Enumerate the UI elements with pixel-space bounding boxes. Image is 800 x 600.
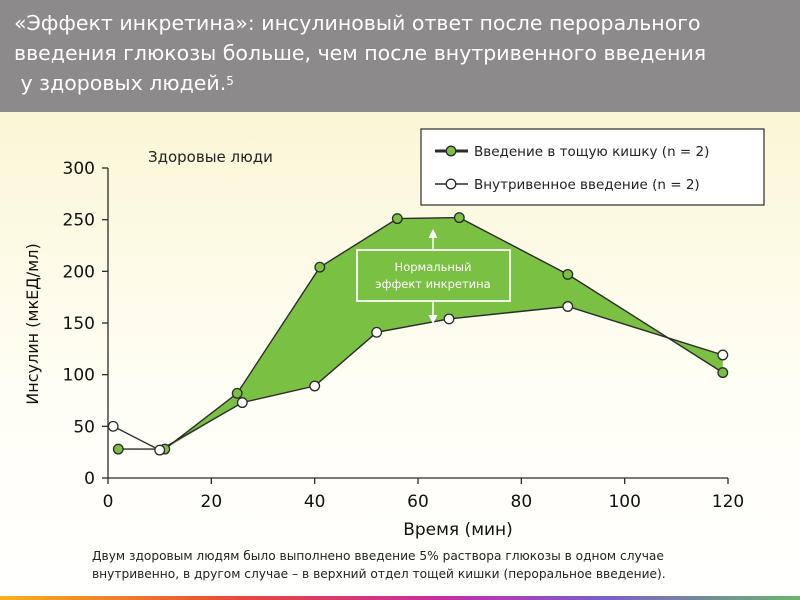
- data-point-iv: [443, 313, 455, 325]
- data-point-oral: [231, 387, 243, 399]
- y-tick-label: 300: [63, 159, 95, 179]
- title-line-3-text: у здоровых людей.: [14, 71, 227, 95]
- page-title: «Эффект инкретина»: инсулиновый ответ по…: [14, 8, 794, 98]
- data-point-iv: [107, 420, 119, 432]
- annotation-arrow-down-icon: [428, 315, 438, 324]
- data-point-iv: [309, 380, 321, 392]
- data-point-oral: [391, 213, 403, 225]
- data-point-oral: [562, 268, 574, 280]
- incretin-annotation: Нормальный эффект инкретина: [356, 229, 511, 324]
- x-tick-label: 80: [511, 492, 533, 512]
- data-point-iv: [562, 301, 574, 312]
- annotation-box: [356, 249, 511, 302]
- legend-marker-oral: [445, 145, 457, 157]
- series-line-iv: [112, 305, 724, 451]
- footnote-line-2: внутривенно, в другом случае – в верхний…: [92, 567, 666, 581]
- data-point-iv: [371, 326, 383, 338]
- y-tick-label: 50: [73, 417, 95, 437]
- legend-label-oral: Введение в тощую кишку (n = 2): [474, 144, 709, 160]
- legend-marker-iv: [445, 178, 457, 190]
- data-point-iv: [717, 349, 729, 361]
- y-tick-label: 200: [63, 262, 95, 282]
- title-line-2: введения глюкозы больше, чем после внутр…: [14, 41, 707, 65]
- annotation-line-2: эффект инкретина: [375, 277, 490, 291]
- footnote-line-1: Двум здоровым людям было выполнено введе…: [92, 549, 664, 563]
- footnote: Двум здоровым людям было выполнено введе…: [92, 547, 792, 583]
- x-tick-label: 40: [304, 492, 326, 512]
- x-tick-label: 0: [103, 492, 114, 512]
- y-tick-label: 250: [63, 211, 95, 231]
- chart-series: [107, 212, 729, 456]
- y-tick-label: 100: [63, 366, 95, 386]
- title-banner: «Эффект инкретина»: инсулиновый ответ по…: [0, 0, 800, 112]
- x-tick-label: 120: [712, 492, 744, 512]
- title-line-3: у здоровых людей.5: [14, 68, 794, 98]
- data-point-oral: [112, 443, 124, 455]
- data-point-oral: [453, 212, 465, 224]
- x-tick-label: 100: [608, 492, 640, 512]
- y-axis-label: Инсулин (мкЕД/мл): [23, 243, 42, 404]
- decorative-stripe: [0, 596, 800, 600]
- chart-subtitle: Здоровые люди: [148, 148, 273, 166]
- legend: Введение в тощую кишку (n = 2) Внутривен…: [420, 128, 765, 206]
- x-axis-label: Время (мин): [403, 520, 513, 540]
- legend-box: [420, 128, 765, 206]
- annotation-arrow-up-icon: [428, 229, 438, 238]
- y-tick-label: 0: [84, 469, 95, 489]
- y-tick-label: 150: [63, 314, 95, 334]
- data-point-oral: [717, 367, 729, 379]
- chart-axes: 0 50 100 150 200 250 300 0 20 40 60 80 100 120: [63, 159, 745, 512]
- title-reference-number: 5: [226, 74, 234, 88]
- data-point-iv: [154, 444, 166, 456]
- x-tick-label: 20: [201, 492, 223, 512]
- legend-label-iv: Внутривенное введение (n = 2): [474, 177, 700, 193]
- title-line-1: «Эффект инкретина»: инсулиновый ответ по…: [14, 11, 701, 35]
- annotation-line-1: Нормальный: [395, 260, 472, 274]
- x-tick-label: 60: [407, 492, 429, 512]
- data-point-iv: [236, 397, 248, 409]
- data-point-oral: [314, 261, 326, 273]
